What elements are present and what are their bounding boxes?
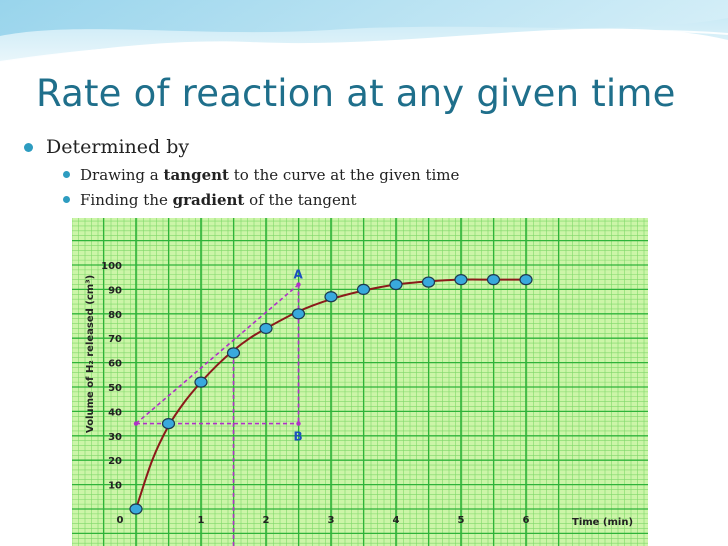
sub-bullet-text-2b: of the tangent <box>244 191 357 209</box>
x-tick-label: 6 <box>523 515 530 526</box>
data-point <box>194 376 208 388</box>
x-tick-label: 5 <box>458 515 465 526</box>
sub-bullet-gradient: Finding the gradient of the tangent <box>63 191 357 209</box>
data-point <box>519 274 533 286</box>
axis-tick-labels: 10 20 30 40 50 60 70 80 90 100 0 1 2 3 4 5 6 Time (min) Vo… <box>85 261 633 528</box>
y-tick-label: 70 <box>108 334 122 345</box>
tangent-endpoint <box>133 421 139 426</box>
bullet-main: Determined by <box>24 136 190 158</box>
data-point <box>486 274 501 286</box>
y-tick-label: 10 <box>108 481 122 492</box>
y-tick-label: 50 <box>108 383 122 394</box>
tangent-endpoint <box>296 282 301 287</box>
data-point <box>161 418 176 430</box>
y-tick-label: 100 <box>101 261 122 272</box>
x-tick-label: 4 <box>393 515 400 526</box>
x-tick-label: 0 <box>117 515 124 526</box>
x-axis-label: Time (min) <box>572 517 633 528</box>
bullet-main-text: Determined by <box>46 136 190 158</box>
slide-title: Rate of reaction at any given time <box>36 72 676 115</box>
y-tick-label: 60 <box>108 359 122 370</box>
data-point <box>454 274 468 286</box>
sub-bullet-bold-1: tangent <box>163 166 229 184</box>
data-point <box>291 308 306 320</box>
data-points <box>129 274 533 515</box>
grid-major-lines <box>72 218 648 546</box>
data-point <box>324 291 338 303</box>
data-point <box>226 347 241 359</box>
y-axis-label: Volume of H₂ released (cm³) <box>85 275 96 433</box>
x-tick-label: 2 <box>263 515 270 526</box>
y-tick-label: 90 <box>108 285 122 296</box>
point-b-label: B <box>294 430 303 444</box>
volume-time-graph: 10 20 30 40 50 60 70 80 90 100 0 1 2 3 4 5 6 Time (min) Vo… <box>72 218 648 546</box>
sub-bullet-bold-2: gradient <box>172 191 245 209</box>
data-point <box>259 322 273 335</box>
x-tick-label: 1 <box>198 515 205 526</box>
sub-bullet-text-1b: to the curve at the given time <box>228 166 460 184</box>
sub-bullet-text-2a: Finding the <box>80 191 173 209</box>
y-tick-label: 30 <box>108 432 122 443</box>
bullet-dot-icon <box>24 143 33 152</box>
sub-bullet-dot-icon <box>63 196 70 203</box>
data-point <box>389 278 403 291</box>
x-tick-label: 3 <box>328 515 335 526</box>
sub-bullet-dot-icon <box>63 171 70 178</box>
graph-labels: AB <box>294 268 304 444</box>
sub-bullet-text-1a: Drawing a <box>80 166 164 184</box>
tangent-line <box>135 283 300 425</box>
y-tick-label: 80 <box>108 310 122 321</box>
header-wave-decoration <box>0 0 728 63</box>
data-point <box>421 276 436 288</box>
point-a-label: A <box>294 268 304 282</box>
data-point <box>129 503 143 515</box>
y-tick-label: 20 <box>108 456 122 467</box>
sub-bullet-tangent: Drawing a tangent to the curve at the gi… <box>63 166 460 184</box>
data-point <box>356 283 371 296</box>
y-tick-label: 40 <box>108 407 122 418</box>
tangent-endpoint <box>296 421 301 426</box>
